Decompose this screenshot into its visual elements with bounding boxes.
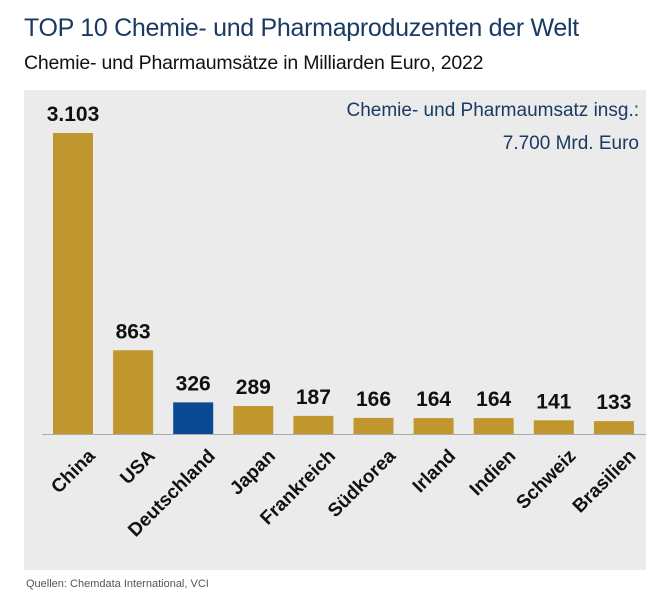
bar-deutschland	[173, 402, 214, 434]
value-label: 187	[296, 386, 331, 409]
plot-area	[24, 90, 646, 570]
bar-china	[53, 133, 93, 434]
chart-subtitle: Chemie- und Pharmaumsätze in Milliarden …	[24, 52, 484, 74]
bar-südkorea	[353, 417, 394, 434]
bar-japan	[233, 405, 274, 434]
value-label: 289	[236, 376, 271, 399]
category-label: Brasilien	[569, 446, 641, 518]
value-label: 141	[536, 390, 571, 413]
source-note: Quellen: Chemdata International, VCI	[26, 578, 209, 590]
bar-brasilien	[593, 421, 634, 434]
total-annotation-label: Chemie- und Pharmaumsatz insg.:	[346, 100, 639, 121]
chart-title: TOP 10 Chemie- und Pharmaproduzenten der…	[24, 14, 579, 42]
value-label: 326	[176, 372, 211, 395]
bar-indien	[473, 418, 514, 434]
bar-usa	[113, 350, 154, 434]
category-label: Irland	[409, 446, 460, 497]
bar-schweiz	[533, 420, 574, 434]
bar-irland	[413, 418, 454, 434]
value-label: 164	[476, 388, 511, 411]
value-label: 3.103	[47, 103, 100, 126]
bar-frankreich	[293, 415, 334, 434]
category-label: Indien	[466, 446, 520, 500]
category-label: China	[47, 445, 99, 497]
total-annotation-value: 7.700 Mrd. Euro	[502, 133, 639, 154]
value-label: 863	[116, 320, 151, 343]
value-label: 133	[596, 391, 631, 414]
value-label: 164	[416, 388, 451, 411]
category-label: USA	[116, 446, 159, 489]
value-label: 166	[356, 388, 391, 411]
category-label: Japan	[226, 446, 280, 500]
